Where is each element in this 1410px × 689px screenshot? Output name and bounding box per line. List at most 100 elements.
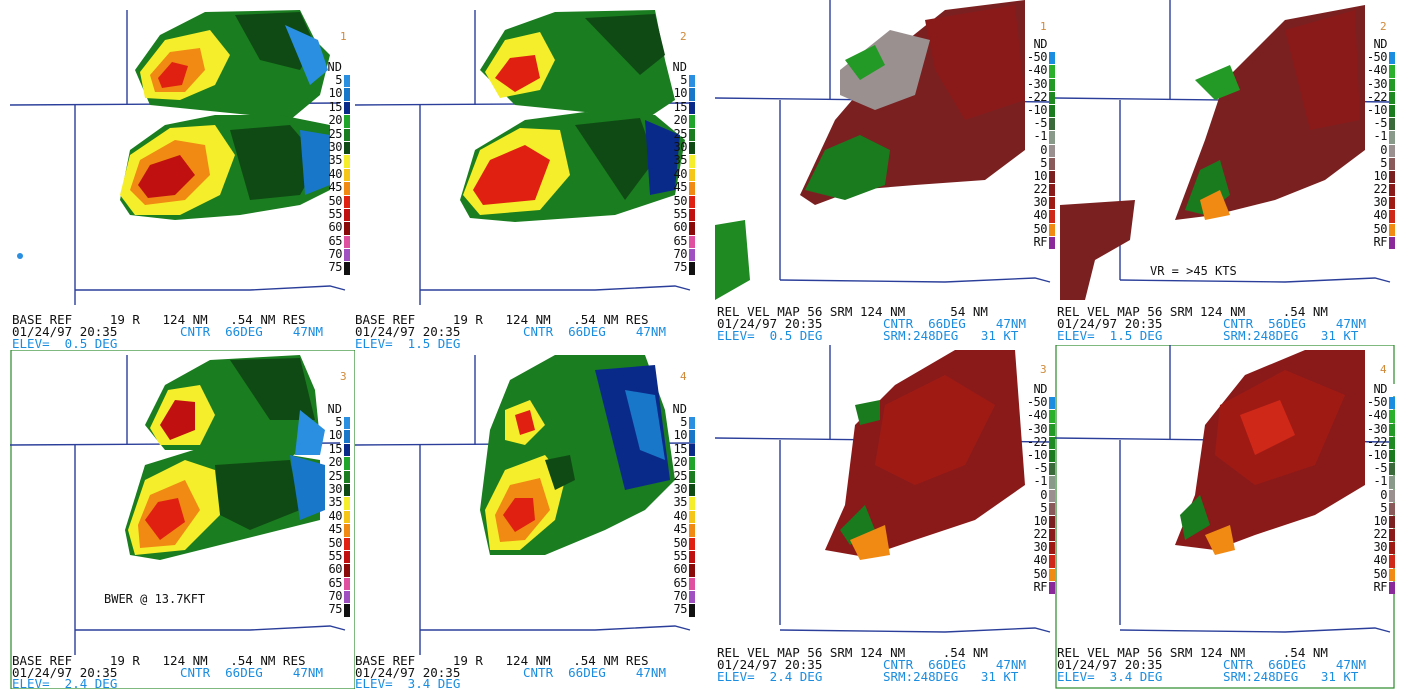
legend-label: 0 [1380, 487, 1387, 502]
legend-swatch [1389, 131, 1395, 144]
legend-label: -40 [1026, 63, 1048, 78]
panel-number: 2 [680, 30, 687, 43]
legend-label: 40 [1033, 553, 1048, 568]
legend-entry: ND [1025, 382, 1055, 397]
storm-echo-north [480, 10, 675, 120]
legend-entry: -40 [1025, 408, 1055, 423]
reflectivity-panel-4: 4 ND 5 10 15 20 25 30 35 40 45 50 55 60 65 70 75 BASE R… [355, 350, 700, 689]
legend-label: 50 [673, 193, 688, 208]
legend-swatch [1389, 542, 1395, 555]
legend-label: 10 [673, 86, 688, 101]
radar-map [355, 10, 696, 305]
legend-swatch [1389, 223, 1395, 236]
legend-swatch [1389, 52, 1395, 65]
legend-swatch [1049, 157, 1055, 170]
legend-entry: 5 [665, 415, 695, 430]
legend-swatch [344, 457, 350, 470]
legend-swatch [1389, 449, 1395, 463]
legend-label: -10 [1026, 447, 1048, 462]
legend-swatch [344, 195, 350, 208]
legend-swatch [1389, 236, 1395, 249]
legend-entry: 10 [1365, 169, 1395, 184]
legend-label: ND [1373, 37, 1388, 51]
velocity-panel-2: 2 ND -50 -40 -30 -22 -10 -5 -1 0 5 10 22 30 40 50 RF VR… [1055, 0, 1395, 345]
legend-entry: 60 [665, 220, 695, 235]
legend-label: 10 [328, 86, 343, 101]
legend-label: 75 [673, 260, 688, 275]
legend-label: 30 [328, 139, 343, 154]
legend-label: -40 [1026, 408, 1048, 423]
legend-label: RF [1033, 579, 1048, 594]
legend-entry: 0 [1365, 487, 1395, 502]
legend-entry: 5 [1365, 501, 1395, 515]
legend-label: -30 [1026, 76, 1048, 91]
legend-entry: 22 [1365, 182, 1395, 197]
reflectivity-legend: ND 5 10 15 20 25 30 35 40 45 50 55 60 65 70 75 [320, 402, 350, 617]
legend-swatch [1049, 91, 1055, 104]
legend-swatch [1049, 449, 1055, 463]
legend-entry: -10 [1025, 447, 1055, 463]
legend-swatch [1049, 436, 1055, 449]
legend-entry: ND [1025, 37, 1055, 52]
legend-entry: 30 [1025, 541, 1055, 555]
legend-entry: 45 [320, 180, 350, 195]
legend-swatch [689, 249, 695, 262]
legend-swatch [344, 430, 350, 443]
legend-swatch [1389, 170, 1395, 184]
velocity-panel-3: 3 ND -50 -40 -30 -22 -10 -5 -1 0 5 10 22 30 40 50 RF RE… [715, 345, 1055, 689]
legend-label: 65 [328, 575, 343, 590]
legend-label: 40 [1033, 208, 1048, 223]
legend-swatch [1049, 65, 1055, 78]
legend-entry: RF [1365, 580, 1395, 594]
legend-swatch [689, 550, 695, 564]
legend-swatch [344, 88, 350, 101]
legend-label: 40 [328, 166, 343, 181]
legend-entry: -30 [1025, 422, 1055, 436]
legend-label: 40 [328, 508, 343, 523]
legend-entry: 10 [1025, 514, 1055, 529]
panel-number: 3 [1040, 363, 1047, 376]
legend-entry: 55 [665, 549, 695, 564]
legend-swatch [1049, 515, 1055, 529]
legend-label: 45 [328, 180, 343, 195]
legend-label: -5 [1033, 116, 1048, 131]
legend-label: 10 [1033, 168, 1048, 183]
legend-entry: -1 [1025, 130, 1055, 144]
legend-swatch [1389, 581, 1395, 594]
legend-swatch [1049, 397, 1055, 410]
legend-entry: -5 [1025, 461, 1055, 476]
legend-entry: -1 [1365, 475, 1395, 489]
legend-swatch [1049, 529, 1055, 542]
legend-swatch [1049, 39, 1055, 52]
legend-label: 20 [328, 455, 343, 470]
legend-label: 15 [673, 441, 688, 456]
legend-entry: 20 [320, 113, 350, 128]
legend-entry: 50 [665, 193, 695, 208]
legend-label: -5 [1373, 461, 1388, 476]
legend-label: 22 [1033, 527, 1048, 542]
footer-line-1: BASE REF 19 R 124 NM .54 NM RES [12, 653, 306, 668]
footer-elevation: ELEV= 0.5 DEG [12, 336, 118, 350]
footer-line-1: REL VEL MAP 56 SRM 124 NM .54 NM [1057, 304, 1328, 319]
legend-entry: 50 [1025, 567, 1055, 581]
legend-entry: 22 [1365, 527, 1395, 542]
legend-swatch [1389, 197, 1395, 210]
legend-label: 50 [1373, 566, 1388, 581]
legend-label: 30 [673, 139, 688, 154]
legend-swatch [1049, 197, 1055, 210]
footer-date: 01/24/97 20:35 [12, 665, 118, 680]
footer-date: 01/24/97 20:35 [717, 657, 823, 672]
legend-swatch [1389, 78, 1395, 91]
legend-label: 0 [1380, 142, 1387, 157]
legend-entry: -50 [1025, 50, 1055, 65]
legend-entry: 5 [1025, 156, 1055, 170]
legend-swatch [344, 483, 350, 497]
legend-entry: 50 [320, 536, 350, 550]
legend-entry: 30 [1025, 196, 1055, 210]
legend-label: 30 [1373, 540, 1388, 555]
legend-label: -22 [1026, 434, 1048, 449]
legend-swatch [344, 155, 350, 168]
legend-swatch [689, 564, 695, 577]
legend-entry: 30 [665, 482, 695, 497]
footer-center: CNTR 66DEG 47NM [180, 665, 323, 680]
